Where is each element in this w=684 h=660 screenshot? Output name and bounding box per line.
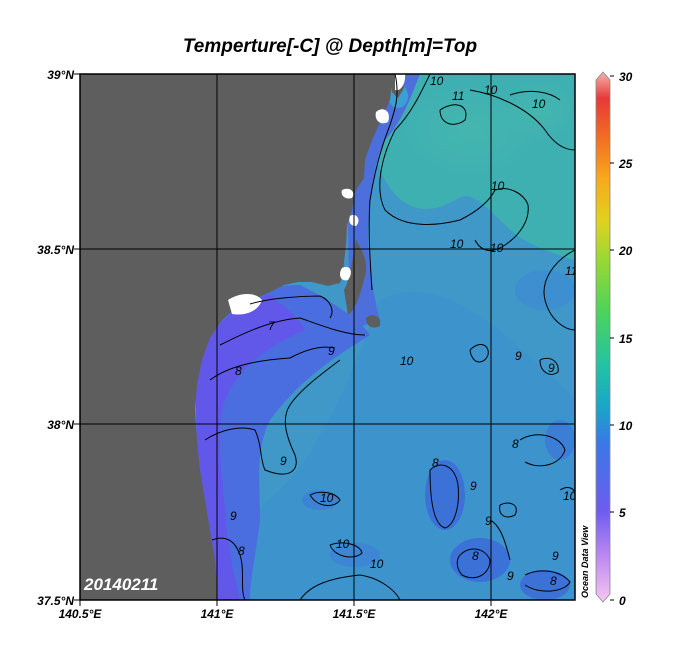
- lon-label-141-5: 141.5°E: [333, 607, 377, 621]
- lat-label-39: 39°N: [47, 68, 74, 82]
- colorbar-tick-5: 5: [619, 506, 626, 520]
- svg-text:11: 11: [565, 264, 577, 278]
- svg-text:7: 7: [268, 319, 276, 333]
- svg-text:10: 10: [370, 557, 384, 571]
- lat-label-37-5: 37.5°N: [37, 594, 74, 608]
- svg-text:10: 10: [430, 74, 444, 88]
- frame-ticks: [74, 73, 492, 606]
- svg-text:8: 8: [235, 364, 242, 378]
- colorbar-tick-25: 25: [618, 157, 633, 171]
- svg-text:8: 8: [472, 549, 479, 563]
- svg-text:10: 10: [491, 179, 505, 193]
- lon-label-142: 142°E: [475, 607, 509, 621]
- svg-text:8: 8: [432, 456, 439, 470]
- svg-text:9: 9: [548, 361, 555, 375]
- ocean-data-view-watermark: Ocean Data View: [580, 525, 590, 598]
- svg-text:11: 11: [452, 89, 464, 103]
- contour-labels: 11 10 10 10 10 10 10 10 11 9 7 8 8 9 9 9…: [230, 74, 577, 588]
- lon-label-141: 141°E: [201, 607, 235, 621]
- colorbar-tick-0: 0: [619, 594, 626, 608]
- svg-text:8: 8: [550, 574, 557, 588]
- svg-text:8: 8: [512, 437, 519, 451]
- svg-text:9: 9: [328, 344, 335, 358]
- svg-text:10: 10: [490, 241, 504, 255]
- lat-label-38: 38°N: [47, 418, 74, 432]
- graticule: [80, 74, 575, 600]
- land-mass: [80, 74, 393, 600]
- svg-text:10: 10: [320, 491, 334, 505]
- svg-text:10: 10: [450, 237, 464, 251]
- svg-text:9: 9: [507, 569, 514, 583]
- svg-text:9: 9: [230, 509, 237, 523]
- date-label: 20140211: [83, 575, 158, 594]
- svg-text:9: 9: [515, 349, 522, 363]
- svg-text:10: 10: [336, 537, 350, 551]
- svg-text:10: 10: [563, 489, 577, 503]
- lon-label-140-5: 140.5°E: [59, 607, 103, 621]
- colorbar-tick-30: 30: [619, 70, 633, 84]
- svg-text:9: 9: [552, 549, 559, 563]
- map-title: Temperture[-C] @ Depth[m]=Top: [182, 36, 478, 57]
- colorbar-tick-10: 10: [619, 419, 633, 433]
- svg-text:8: 8: [238, 544, 245, 558]
- svg-text:9: 9: [485, 514, 492, 528]
- svg-text:9: 9: [280, 454, 287, 468]
- svg-text:10: 10: [400, 354, 414, 368]
- map-frame: [79, 73, 576, 601]
- colorbar-tick-20: 20: [618, 244, 633, 258]
- colorbar: 30 25 20 15 10 5 0: [595, 70, 633, 608]
- contour-lines: [204, 74, 575, 600]
- ocean-field: 11 10 10 10 10 10 10 10 11 9 7 8 8 9 9 9…: [80, 74, 577, 600]
- svg-text:10: 10: [532, 97, 546, 111]
- svg-text:9: 9: [470, 479, 477, 493]
- colorbar-tick-15: 15: [619, 332, 633, 346]
- lat-label-38-5: 38.5°N: [37, 243, 74, 257]
